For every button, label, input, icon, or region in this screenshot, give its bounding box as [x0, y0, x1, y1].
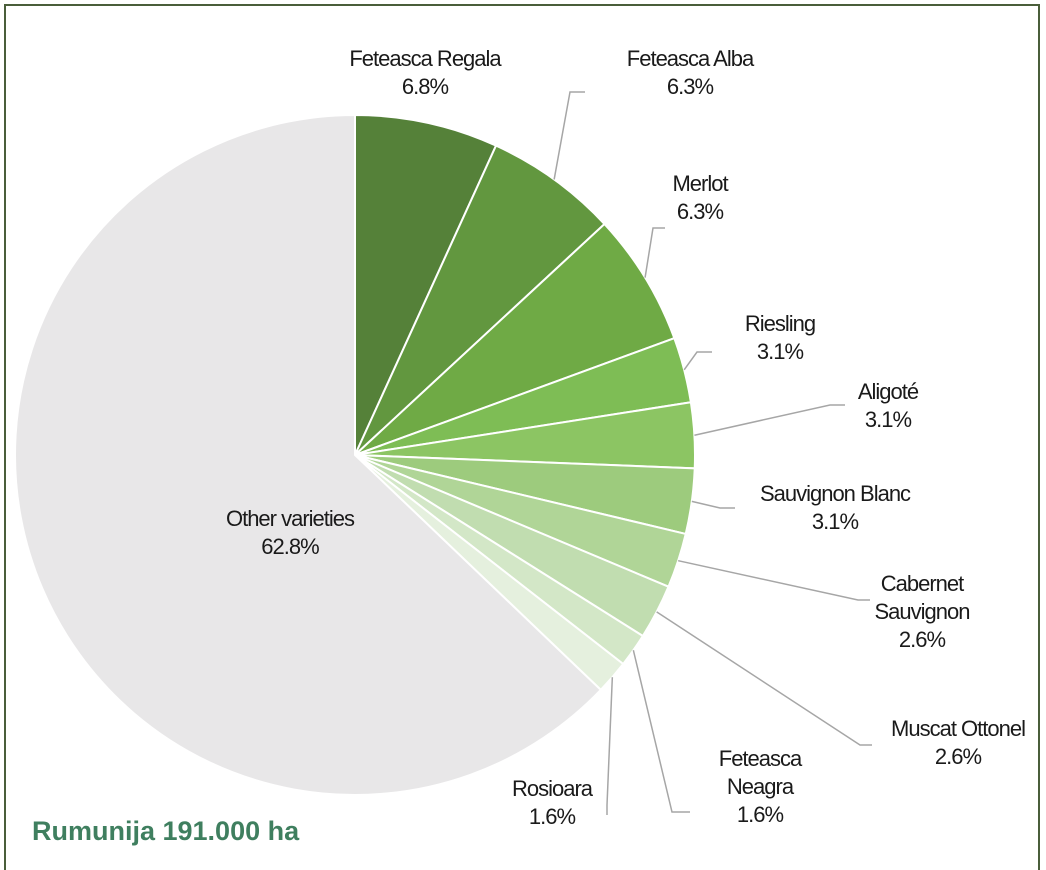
data-label: Riesling 3.1%	[700, 310, 860, 366]
pie-slice	[354, 144, 606, 456]
value-label: 3.1%	[756, 339, 804, 364]
category-label: Other varieties	[225, 506, 355, 531]
leader-line	[683, 351, 712, 371]
data-label: Other varieties 62.8%	[180, 505, 400, 561]
pie-slice	[14, 113, 603, 796]
frame	[4, 4, 1040, 870]
leader-line	[694, 404, 845, 436]
data-label: Feteasca Alba 6.3%	[580, 45, 800, 101]
leader-line	[644, 227, 665, 278]
category-label: Riesling	[744, 311, 816, 336]
value-label: 2.6%	[934, 744, 982, 769]
leader-line	[606, 677, 614, 815]
pie-slice	[354, 113, 498, 456]
pie-slice	[354, 222, 676, 456]
category-label: Muscat Ottonel	[891, 716, 1026, 741]
value-label: 1.6%	[736, 802, 784, 827]
leader-line	[632, 650, 690, 813]
category-label: Cabernet Sauvignon	[874, 571, 971, 624]
data-label: Feteasca Neagra 1.6%	[695, 745, 825, 829]
data-label: Aligoté 3.1%	[808, 378, 968, 434]
data-label: Rosioara 1.6%	[472, 775, 632, 831]
leader-line	[691, 500, 735, 509]
value-label: 1.6%	[528, 804, 576, 829]
value-label: 62.8%	[261, 534, 319, 559]
data-label: Muscat Ottonel 2.6%	[848, 715, 1046, 771]
value-label: 3.1%	[864, 407, 912, 432]
category-label: Feteasca Regala	[349, 46, 501, 71]
value-label: 2.6%	[898, 627, 946, 652]
leader-line	[678, 559, 870, 601]
category-label: Rosioara	[511, 776, 593, 801]
leader-line	[656, 611, 872, 746]
data-label: Merlot 6.3%	[620, 170, 780, 226]
category-label: Feteasca Neagra	[718, 746, 803, 799]
value-label: 6.3%	[666, 74, 714, 99]
value-label: 6.8%	[401, 74, 449, 99]
data-label: Cabernet Sauvignon 2.6%	[852, 570, 992, 654]
data-label: Sauvignon Blanc 3.1%	[725, 480, 945, 536]
chart-title: Rumunija 191.000 ha	[32, 816, 300, 846]
value-label: 6.3%	[676, 199, 724, 224]
category-label: Sauvignon Blanc	[759, 481, 911, 506]
category-label: Merlot	[672, 171, 728, 196]
data-label: Feteasca Regala 6.8%	[315, 45, 535, 101]
leader-line	[553, 91, 585, 180]
category-label: Feteasca Alba	[626, 46, 754, 71]
value-label: 3.1%	[811, 509, 859, 534]
category-label: Aligoté	[857, 379, 919, 404]
